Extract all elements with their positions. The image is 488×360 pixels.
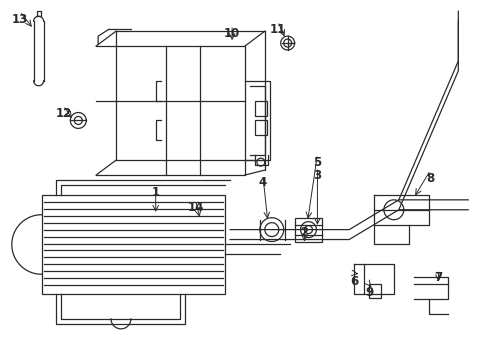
Text: 4: 4 <box>258 176 266 189</box>
Text: 11: 11 <box>269 23 285 36</box>
Bar <box>254 121 266 135</box>
Text: 9: 9 <box>364 285 372 299</box>
Bar <box>368 284 380 298</box>
Text: 10: 10 <box>224 27 240 40</box>
Text: 3: 3 <box>313 168 321 181</box>
Text: 6: 6 <box>349 275 358 288</box>
Text: 5: 5 <box>313 156 321 168</box>
Text: 13: 13 <box>12 13 28 26</box>
Bar <box>294 218 322 242</box>
Text: 14: 14 <box>187 201 203 214</box>
Text: 12: 12 <box>55 107 71 120</box>
Bar <box>254 100 266 116</box>
Text: 1: 1 <box>151 186 160 199</box>
Text: 8: 8 <box>426 171 434 185</box>
Bar <box>41 195 224 294</box>
Text: 7: 7 <box>433 271 442 284</box>
Text: 2: 2 <box>300 226 308 239</box>
